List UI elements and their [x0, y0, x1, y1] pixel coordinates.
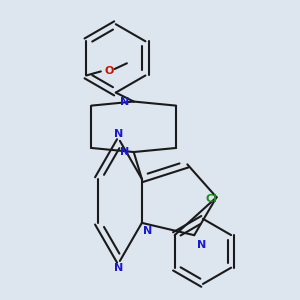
Text: N: N — [114, 129, 123, 139]
Text: O: O — [104, 66, 114, 76]
Text: Cl: Cl — [206, 194, 217, 204]
Text: N: N — [114, 262, 123, 273]
Text: N: N — [143, 226, 153, 236]
Text: N: N — [197, 240, 206, 250]
Text: N: N — [120, 147, 130, 157]
Text: N: N — [120, 97, 130, 106]
